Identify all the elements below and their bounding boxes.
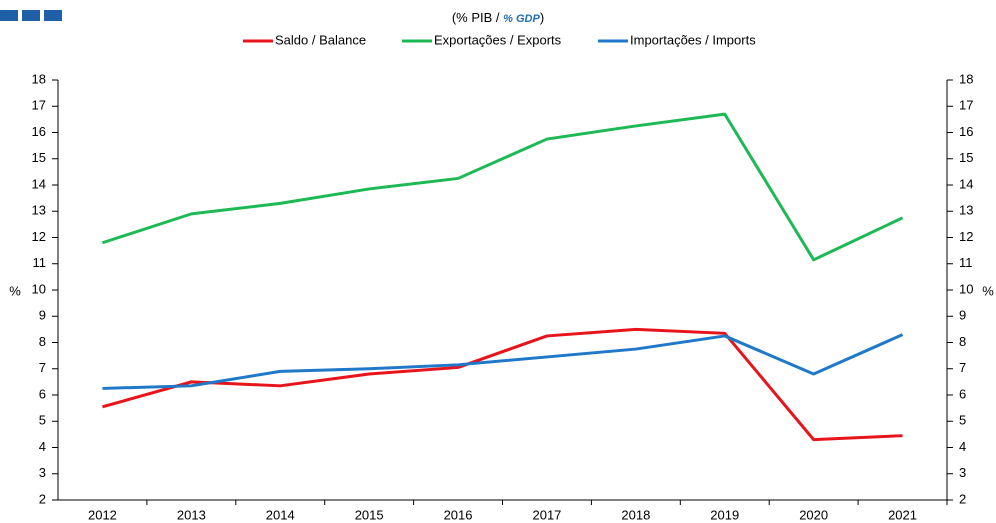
y2-tick-label: 8 — [959, 334, 966, 349]
y2-tick-label: 15 — [959, 150, 973, 165]
legend-label: Exportações / Exports — [434, 32, 562, 47]
y2-tick-label: 12 — [959, 229, 973, 244]
y2-tick-label: 2 — [959, 491, 966, 506]
y-tick-label: 3 — [39, 465, 46, 480]
y-tick-label: 8 — [39, 334, 46, 349]
legend-label: Saldo / Balance — [275, 32, 366, 47]
y2-tick-label: 16 — [959, 124, 973, 139]
y-tick-label: 7 — [39, 360, 46, 375]
series-line — [102, 327, 903, 442]
y2-tick-label: 4 — [959, 439, 966, 454]
y2-tick-label: 10 — [959, 281, 973, 296]
subtitle-part: % GDP — [503, 13, 540, 25]
y2-tick-label: 11 — [959, 255, 973, 270]
y-tick-label: 17 — [32, 98, 46, 113]
y-tick-label: 16 — [32, 124, 46, 139]
x-tick-label: 2019 — [710, 507, 739, 522]
y-tick-label: 12 — [32, 229, 46, 244]
x-tick-label: 2018 — [621, 507, 650, 522]
series-line — [101, 112, 904, 262]
y-tick-label: 11 — [33, 255, 47, 270]
x-tick-label: 2013 — [177, 507, 206, 522]
y-tick-label: 18 — [32, 71, 46, 86]
subtitle: (% PIB / % GDP) — [452, 10, 544, 25]
y-tick-label: 2 — [39, 491, 46, 506]
x-tick-label: 2020 — [799, 507, 828, 522]
x-tick-label: 2021 — [888, 507, 917, 522]
y2-tick-label: 13 — [959, 203, 973, 218]
y2-tick-label: 17 — [959, 98, 973, 113]
y2-tick-label: 9 — [959, 308, 966, 323]
y-tick-label: 14 — [32, 176, 46, 191]
x-tick-label: 2014 — [266, 507, 295, 522]
y2-tick-label: 5 — [959, 413, 966, 428]
decor-block — [22, 10, 40, 21]
y2-tick-label: 14 — [959, 176, 973, 191]
y-tick-label: 15 — [32, 150, 46, 165]
y2-tick-label: 18 — [959, 71, 973, 86]
x-tick-label: 2017 — [532, 507, 561, 522]
y-tick-label: 4 — [39, 439, 46, 454]
x-tick-label: 2015 — [355, 507, 384, 522]
y-tick-label: 10 — [32, 281, 46, 296]
legend-label: Importações / Imports — [630, 32, 756, 47]
y2-tick-label: 6 — [959, 386, 966, 401]
x-tick-label: 2016 — [444, 507, 473, 522]
y-axis-label: % — [9, 283, 21, 298]
y-tick-label: 5 — [39, 413, 46, 428]
decor-block — [44, 10, 62, 21]
y2-tick-label: 3 — [959, 465, 966, 480]
series-line — [102, 333, 904, 390]
x-tick-label: 2012 — [88, 507, 117, 522]
subtitle-part: ) — [540, 10, 544, 25]
subtitle-part: (% PIB / — [452, 10, 503, 25]
y2-tick-label: 7 — [959, 360, 966, 375]
decor-block — [0, 10, 18, 21]
y-tick-label: 13 — [32, 203, 46, 218]
y2-axis-label: % — [982, 283, 994, 298]
y-tick-label: 6 — [39, 386, 46, 401]
y-tick-label: 9 — [39, 308, 46, 323]
